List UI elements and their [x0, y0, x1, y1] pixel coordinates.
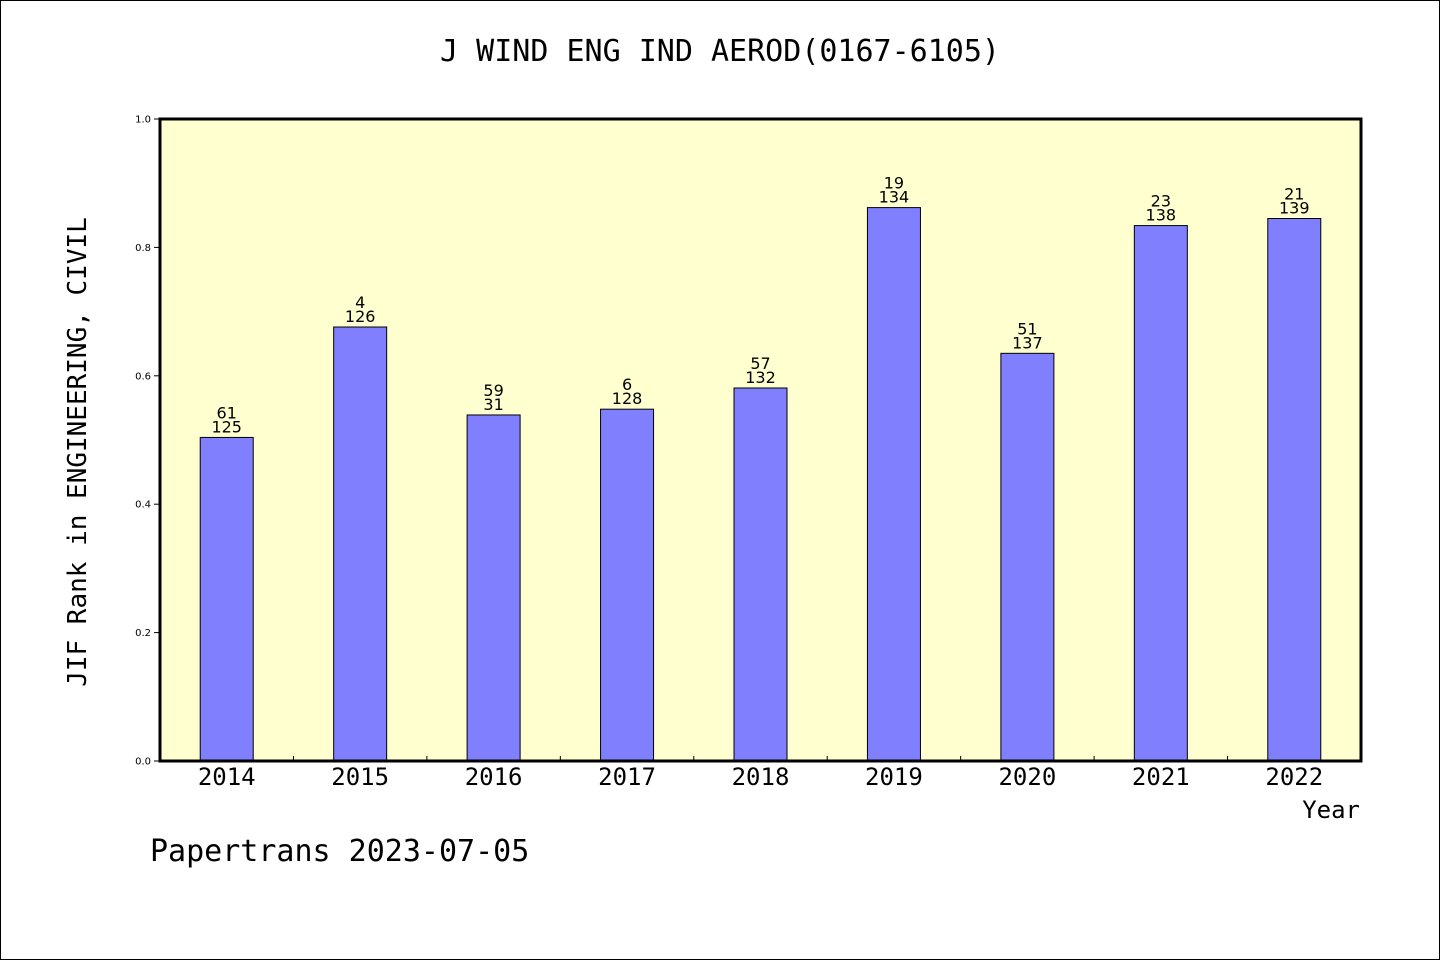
bar-label-total: 132: [745, 368, 776, 387]
bar: [600, 408, 655, 762]
bar-label-rank: 57: [750, 354, 770, 373]
bar: [199, 436, 254, 762]
bar-label-rank: 4: [355, 293, 365, 312]
y-tick-label: 0.6: [135, 371, 151, 382]
bar: [1133, 225, 1188, 762]
bar: [1000, 352, 1055, 762]
y-tick-label: 1.0: [135, 115, 151, 126]
x-tick-label: 2018: [732, 763, 790, 791]
chart-title: J WIND ENG IND AEROD(0167-6105): [440, 34, 1000, 69]
x-tick-label: 2022: [1265, 763, 1323, 791]
bar-label-rank: 6: [622, 375, 632, 394]
y-tick-label: 0.8: [135, 243, 151, 254]
bar: [733, 387, 788, 762]
x-tick-label: 2017: [598, 763, 656, 791]
bar: [466, 414, 521, 762]
bar: [866, 207, 921, 762]
bar: [333, 326, 388, 762]
bar-label-total: 134: [879, 188, 910, 207]
bar-label-rank: 59: [483, 381, 503, 400]
x-tick-label: 2015: [331, 763, 389, 791]
bar-label-rank: 61: [217, 403, 237, 422]
x-tick-label: 2014: [198, 763, 256, 791]
bar: [1267, 218, 1322, 762]
bar-label-total: 31: [483, 395, 503, 414]
bar-label-total: 125: [211, 417, 242, 436]
bar-label-rank: 19: [884, 174, 904, 193]
bar-label-rank: 51: [1017, 319, 1037, 338]
footer-credit: Papertrans 2023-07-05: [150, 834, 530, 869]
bar-label-rank: 23: [1151, 192, 1171, 211]
bar-label-total: 126: [345, 307, 376, 326]
y-tick-label: 0.4: [135, 500, 151, 511]
bar-label-total: 137: [1012, 333, 1043, 352]
x-tick-label: 2021: [1132, 763, 1190, 791]
bar-label-total: 138: [1146, 206, 1177, 225]
y-tick-label: 0.0: [135, 757, 151, 768]
y-tick-label: 0.2: [135, 628, 151, 639]
x-tick-label: 2019: [865, 763, 923, 791]
bar-label-total: 128: [612, 389, 643, 408]
x-tick-label: 2020: [998, 763, 1056, 791]
x-tick-label: 2016: [465, 763, 523, 791]
bar-label-total: 139: [1279, 199, 1310, 218]
bar-label-rank: 21: [1284, 185, 1304, 204]
plot-border: [158, 117, 1363, 763]
x-axis-label: Year: [1302, 796, 1360, 824]
